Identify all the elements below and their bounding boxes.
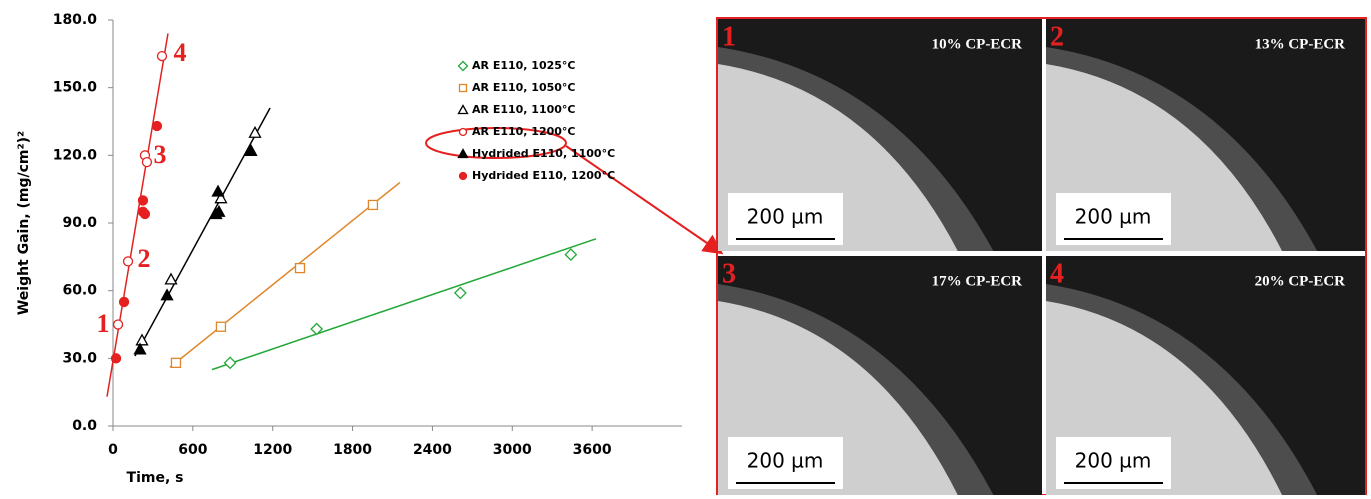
point bbox=[209, 207, 223, 220]
trendline bbox=[134, 107, 271, 357]
y-tick-label: 180.0 bbox=[53, 12, 98, 28]
point bbox=[248, 125, 262, 138]
point bbox=[122, 256, 134, 267]
legend-label: AR E110, 1200°C bbox=[472, 125, 576, 138]
legend-marker bbox=[458, 83, 468, 93]
micrograph: 200 µm 4 20% CP-ECR bbox=[1046, 256, 1365, 495]
scale-label: 200 µm bbox=[747, 205, 824, 229]
y-tick-label: 150.0 bbox=[53, 80, 98, 96]
point bbox=[110, 353, 122, 364]
point bbox=[133, 342, 147, 355]
x-tick-label: 0 bbox=[108, 442, 118, 458]
point bbox=[151, 120, 163, 132]
point bbox=[367, 199, 379, 211]
trendline bbox=[169, 181, 401, 368]
panel-number: 2 bbox=[1050, 21, 1064, 52]
point bbox=[141, 156, 153, 168]
scale-box bbox=[728, 193, 843, 245]
trendline bbox=[106, 33, 169, 397]
point bbox=[156, 50, 168, 62]
panel-number: 4 bbox=[1050, 258, 1064, 289]
annotation: 2 bbox=[138, 244, 151, 273]
x-tick-label: 2400 bbox=[413, 442, 452, 458]
annotation: 4 bbox=[174, 38, 187, 67]
point bbox=[310, 322, 324, 336]
legend-marker bbox=[457, 104, 469, 115]
panel-number: 3 bbox=[722, 258, 736, 289]
y-axis-label: Weight Gain, (mg/cm²)² bbox=[16, 131, 32, 315]
x-tick-label: 1200 bbox=[253, 442, 292, 458]
trendline bbox=[211, 238, 597, 371]
x-tick-label: 3600 bbox=[573, 442, 612, 458]
y-tick-label: 120.0 bbox=[53, 147, 98, 163]
x-tick-label: 1800 bbox=[333, 442, 372, 458]
panel-label: 20% CP-ECR bbox=[1255, 273, 1346, 289]
x-tick-label: 3000 bbox=[493, 442, 532, 458]
point bbox=[211, 184, 225, 197]
legend-label: Hydrided E110, 1200°C bbox=[472, 169, 615, 182]
annotation: 1 bbox=[97, 309, 110, 338]
micrograph: 200 µm 2 13% CP-ECR bbox=[1046, 19, 1365, 251]
point bbox=[294, 262, 306, 274]
point bbox=[564, 248, 578, 261]
point bbox=[118, 296, 130, 308]
legend-marker bbox=[457, 60, 469, 72]
point bbox=[214, 191, 228, 204]
point bbox=[112, 319, 124, 330]
point bbox=[244, 143, 258, 156]
legend-marker bbox=[458, 127, 468, 137]
point bbox=[223, 356, 237, 370]
point bbox=[215, 321, 227, 332]
legend-marker bbox=[458, 171, 468, 181]
point bbox=[164, 272, 178, 285]
point bbox=[170, 357, 182, 368]
scale-label: 200 µm bbox=[1075, 449, 1152, 473]
legend-label: AR E110, 1100°C bbox=[472, 103, 576, 116]
point bbox=[139, 208, 151, 220]
scale-box bbox=[1056, 437, 1171, 489]
point bbox=[160, 288, 174, 301]
legend-label: AR E110, 1050°C bbox=[472, 81, 576, 94]
panel-number: 1 bbox=[722, 21, 736, 52]
y-tick-label: 60.0 bbox=[62, 283, 97, 299]
point bbox=[135, 333, 149, 346]
panel-label: 10% CP-ECR bbox=[932, 36, 1023, 52]
legend-label: Hydrided E110, 1100°C bbox=[472, 147, 615, 160]
micrograph: 200 µm 1 10% CP-ECR bbox=[718, 19, 1042, 251]
arrow bbox=[565, 145, 724, 255]
x-axis-label: Time, s bbox=[127, 470, 184, 486]
legend-marker bbox=[457, 148, 469, 159]
highlight-ellipse bbox=[425, 127, 567, 159]
annotation: 3 bbox=[154, 140, 167, 169]
y-tick-label: 0.0 bbox=[72, 418, 97, 434]
scale-label: 200 µm bbox=[747, 449, 824, 473]
micrograph: 200 µm 3 17% CP-ECR bbox=[718, 256, 1042, 495]
point bbox=[137, 195, 149, 206]
panel-label: 17% CP-ECR bbox=[932, 273, 1023, 289]
panel-label: 13% CP-ECR bbox=[1255, 36, 1346, 52]
y-tick-label: 30.0 bbox=[62, 350, 97, 366]
scale-box bbox=[1056, 193, 1171, 245]
scale-label: 200 µm bbox=[1075, 205, 1152, 229]
x-tick-label: 600 bbox=[178, 442, 207, 458]
scale-box bbox=[728, 437, 843, 489]
y-tick-label: 90.0 bbox=[62, 215, 97, 231]
point bbox=[453, 286, 467, 300]
legend-label: AR E110, 1025°C bbox=[472, 59, 576, 72]
